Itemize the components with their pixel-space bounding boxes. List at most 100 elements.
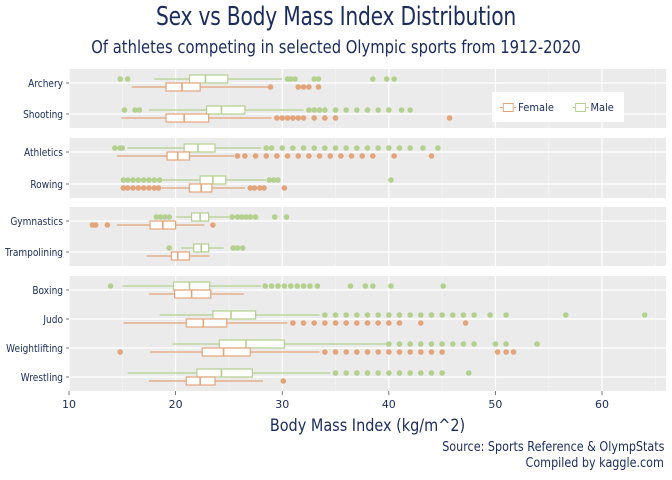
box-weightlifting-male-iqr [218,339,285,349]
box-wrestling-male-outlier [375,370,381,376]
y-tick-label-boxing: Boxing [32,285,63,297]
box-judo-male-outlier [449,312,456,318]
box-boxing-male-outlier [300,283,307,289]
box-archery-male-outlier [287,76,294,82]
box-shooting-male-outlier [386,107,392,113]
box-weightlifting-male-outlier [386,341,392,347]
box-archery-male-iqr [188,74,229,84]
box-athletics-male-outlier [407,145,413,151]
box-wrestling-male-outlier [407,370,413,376]
box-rowing-female-outlier [251,185,258,191]
box-gymnastics-male-outlier [229,214,235,220]
legend-key-male [572,103,589,112]
box-wrestling-male-outlier [396,370,403,376]
box-judo-male-outlier [375,312,381,318]
box-rowing-female-outlier [257,185,263,191]
box-shooting-male-iqr [205,105,246,115]
box-judo-female-outlier [386,320,392,326]
x-tick-label: 40 [382,398,396,411]
box-judo-male-outlier [364,312,371,318]
caption-source: Source: Sports Reference & OlympStats [441,440,664,455]
box-athletics-male-iqr [183,143,216,153]
box-shooting-male-outlier [132,107,138,113]
box-judo-female-outlier [418,320,424,326]
box-athletics-female-outlier [370,153,376,159]
box-shooting-female-outlier [284,115,291,121]
y-tick-label-shooting: Shooting [23,109,63,121]
box-trampolining-male-outlier [230,245,236,251]
box-rowing-male-outlier [388,177,394,183]
box-shooting-male-outlier [398,107,405,113]
y-tick-label-gymnastics: Gymnastics [10,216,63,228]
box-archery-female-outlier [267,84,274,90]
box-rowing-male-outlier [275,177,281,183]
box-judo-female-outlier [462,320,469,326]
box-gymnastics-female-outlier [104,222,111,228]
box-athletics-male-outlier [396,145,403,151]
box-athletics-female-outlier [284,153,291,159]
box-shooting-male-outlier [332,107,339,113]
box-gymnastics-male-outlier [153,214,160,220]
box-weightlifting-male-outlier [439,341,445,347]
box-athletics-female-outlier [391,153,397,159]
box-judo-male-outlier [322,312,328,318]
box-athletics-female-outlier [252,153,259,159]
box-boxing-male-outlier [107,283,114,289]
box-rowing-female-outlier [135,185,142,191]
box-judo-male-outlier [439,312,445,318]
box-weightlifting-female-outlier [418,349,424,355]
box-athletics-female-outlier [359,153,365,159]
box-judo-female-outlier [290,320,296,326]
box-judo-male-outlier [460,312,467,318]
box-judo-female-outlier [311,320,317,326]
box-athletics-male-outlier [268,145,275,151]
box-judo-male-iqr [212,310,257,320]
box-judo-female-outlier [332,320,339,326]
box-judo-female-outlier [300,320,307,326]
box-shooting-female-outlier [300,115,307,121]
box-rowing-female-outlier [130,185,136,191]
box-weightlifting-male-outlier [492,341,499,347]
box-shooting-female-outlier [446,115,453,121]
box-shooting-male-outlier [375,107,381,113]
box-weightlifting-female-outlier [494,349,501,355]
box-athletics-female-outlier [274,153,280,159]
box-rowing-female-outlier [247,185,254,191]
box-boxing-male-outlier [268,283,275,289]
box-gymnastics-female-outlier [210,222,216,228]
box-athletics-female-outlier [428,153,435,159]
y-tick-label-weightlifting: Weightlifting [6,343,63,355]
box-wrestling-male-outlier [354,370,360,376]
x-axis-title: Body Mass Index (kg/m^2) [270,415,465,435]
box-shooting-male-outlier [354,107,360,113]
box-judo-male-outlier [418,312,424,318]
box-shooting-female-outlier [311,115,317,121]
y-tick-label-trampolining: Trampolining [4,247,63,259]
box-judo-male-outlier [407,312,413,318]
box-athletics-male-outlier [364,145,371,151]
box-gymnastics-male-outlier [157,214,164,220]
box-judo-male-outlier [503,312,509,318]
box-weightlifting-male-outlier [418,341,424,347]
box-weightlifting-female-outlier [503,349,509,355]
box-shooting-male-outlier [311,107,317,113]
box-judo-male-outlier [487,312,493,318]
box-judo-male-outlier [354,312,360,318]
box-boxing-male-iqr [172,281,211,291]
x-tick-label: 30 [275,398,289,411]
box-athletics-male-outlier [263,145,270,151]
box-rowing-female-outlier [140,185,147,191]
box-athletics-male-outlier [435,145,441,151]
box-rowing-male-outlier [135,177,142,183]
legend-item-female: Female [500,101,554,114]
y-tick-label-judo: Judo [43,314,63,326]
box-archery-female-outlier [295,84,302,90]
box-athletics-female-outlier [234,153,241,159]
box-weightlifting-female-outlier [428,349,435,355]
box-rowing-male-outlier [151,177,158,183]
legend-item-male: Male [572,101,614,114]
box-rowing-female-outlier [281,185,288,191]
y-tick-label-archery: Archery [28,78,63,90]
box-archery-male-outlier [311,76,317,82]
